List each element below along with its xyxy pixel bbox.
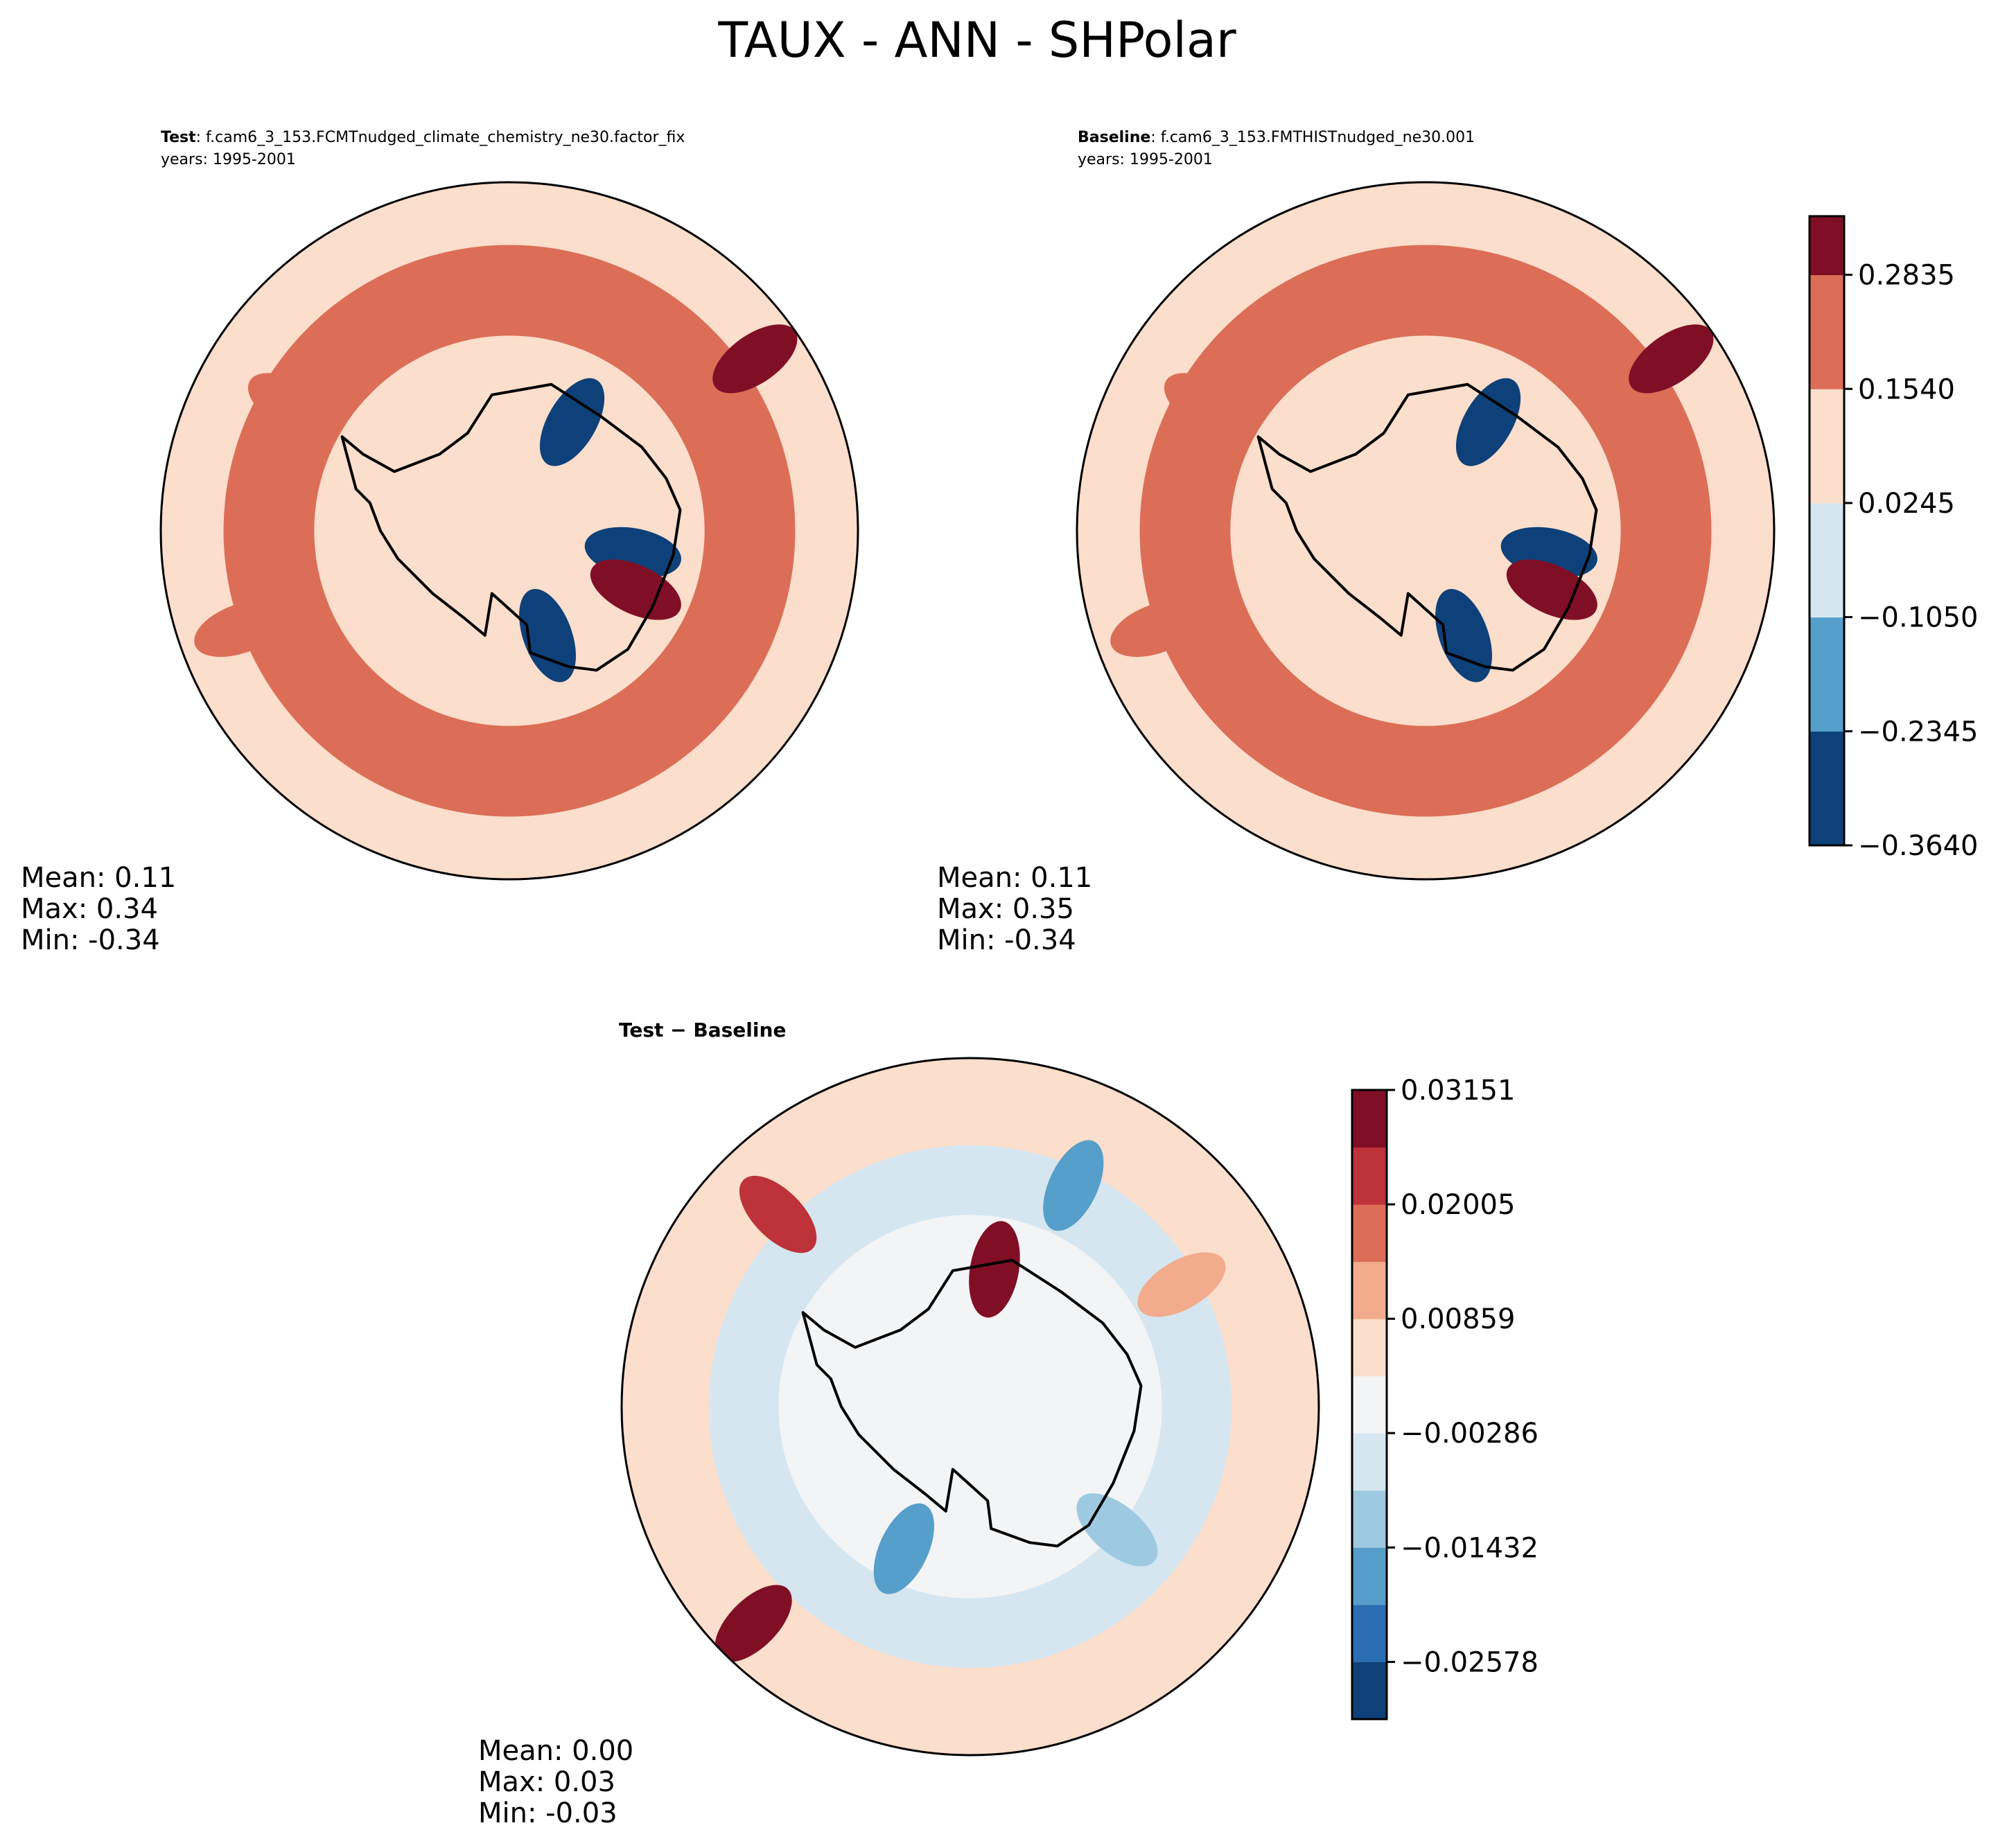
- map-baseline: [1076, 181, 1776, 881]
- map-border: [620, 1057, 1320, 1757]
- contour-max-6: [590, 559, 681, 620]
- stat-diff-min: Min: -0.03: [478, 1797, 617, 1829]
- colorbar-segment: [1809, 389, 1844, 504]
- colorbar-tick-label: −0.01432: [1401, 1532, 1539, 1564]
- stat-test-max: Max: 0.34: [21, 893, 158, 925]
- panel-diff: Test − Baseline Mean: 0.00 Max: 0.03 Min…: [478, 1019, 1539, 1829]
- stat-baseline-mean: Mean: 0.11: [937, 862, 1092, 894]
- colorbar-segment: [1352, 1433, 1387, 1491]
- colorbar-frame: [1808, 215, 1846, 847]
- colorbar-bottom: 0.03151 0.02005 0.00859 −0.00286 −0.01432 −0.…: [1351, 1075, 1539, 1721]
- colorbar-tick-label: −0.1050: [1858, 602, 1978, 634]
- colorbar-segment: [1809, 216, 1844, 276]
- figure-title: TAUX - ANN - SHPolar: [717, 12, 1236, 69]
- contour-min-4: [539, 378, 605, 466]
- contour-band-0: [401, 423, 617, 639]
- coastline-antarctica: [340, 382, 682, 672]
- panel-test-label-rest: : f.cam6_3_153.FCMTnudged_climate_chemis…: [196, 129, 685, 146]
- contour-max-2: [969, 1221, 1020, 1318]
- colorbar-segment: [1352, 1547, 1387, 1605]
- colorbar-segment: [1809, 617, 1844, 732]
- contour-max-1: [739, 1175, 817, 1253]
- colorbar-segment: [1809, 502, 1844, 618]
- contour-band-0: [778, 1215, 1162, 1599]
- contour-max-2: [194, 600, 288, 657]
- stat-diff-max: Max: 0.03: [478, 1766, 615, 1798]
- stat-test-mean: Mean: 0.11: [21, 862, 176, 894]
- map-diff: [620, 1057, 1320, 1757]
- map-test: [159, 181, 859, 881]
- colorbar-segment: [1352, 1604, 1387, 1662]
- panel-diff-label: Test − Baseline: [619, 1019, 786, 1041]
- panel-test: Test: f.cam6_3_153.FCMTnudged_climate_ch…: [21, 129, 859, 956]
- stat-baseline-min: Min: -0.34: [937, 924, 1076, 956]
- panel-test-label-bold: Test: [161, 129, 196, 146]
- colorbar-segment: [1352, 1147, 1387, 1205]
- colorbar-segment: [1352, 1204, 1387, 1262]
- map-border: [1076, 181, 1776, 881]
- colorbar-top: 0.2835 0.1540 0.0245 −0.1050 −0.2345 −0.3640: [1808, 215, 1978, 862]
- stat-baseline-max: Max: 0.35: [937, 893, 1074, 925]
- contour-max-6: [1506, 559, 1597, 620]
- panel-baseline-years: years: 1995-2001: [1078, 151, 1213, 168]
- contour-max-5: [1137, 1252, 1226, 1317]
- colorbar-frame: [1351, 1089, 1388, 1721]
- contour-band-0: [1317, 423, 1534, 639]
- panel-baseline-label-bold: Baseline: [1078, 129, 1150, 146]
- colorbar-segment: [1352, 1490, 1387, 1548]
- colorbar-tick-label: −0.2345: [1858, 716, 1978, 748]
- colorbar-segment: [1352, 1090, 1387, 1148]
- contour-max-1: [247, 373, 336, 438]
- contour-min-3: [873, 1503, 934, 1594]
- colorbar-segment: [1809, 731, 1844, 846]
- panel-test-years: years: 1995-2001: [161, 151, 296, 168]
- contour-min-4: [1043, 1140, 1104, 1231]
- colorbar-tick-label: 0.02005: [1401, 1189, 1515, 1221]
- contour-max-2: [1110, 600, 1204, 657]
- contour-max-0: [712, 324, 798, 394]
- colorbar-tick-label: 0.2835: [1858, 260, 1955, 292]
- colorbar-tick-label: −0.00286: [1401, 1418, 1539, 1450]
- colorbar-segment: [1809, 274, 1844, 389]
- colorbar-segment: [1352, 1662, 1387, 1720]
- stat-diff-mean: Mean: 0.00: [478, 1735, 633, 1767]
- contour-max-0: [715, 1585, 792, 1662]
- contour-min-3: [1435, 588, 1492, 683]
- colorbar-tick-label: 0.1540: [1858, 373, 1955, 405]
- coastline-antarctica: [1256, 382, 1598, 672]
- colorbar-tick-label: 0.03151: [1401, 1075, 1515, 1107]
- contour-min-4: [1455, 378, 1521, 466]
- panel-baseline: Baseline: f.cam6_3_153.FMTHISTnudged_ne3…: [937, 129, 1978, 956]
- colorbar-tick-label: 0.0245: [1858, 488, 1955, 520]
- colorbar-tick-label: 0.00859: [1401, 1303, 1515, 1335]
- contour-max-1: [1164, 373, 1252, 438]
- colorbar-segment: [1352, 1261, 1387, 1319]
- stat-test-min: Min: -0.34: [21, 924, 160, 956]
- colorbar-segment: [1352, 1375, 1387, 1434]
- map-border: [159, 181, 859, 881]
- panel-test-label: Test: f.cam6_3_153.FCMTnudged_climate_ch…: [161, 129, 685, 146]
- colorbar-segment: [1352, 1319, 1387, 1377]
- colorbar-tick-label: −0.02578: [1401, 1646, 1539, 1678]
- contour-min-3: [519, 588, 576, 683]
- colorbar-tick-label: −0.3640: [1858, 830, 1978, 862]
- panel-baseline-label-rest: : f.cam6_3_153.FMTHISTnudged_ne30.001: [1150, 129, 1475, 146]
- coastline-antarctica: [801, 1258, 1143, 1548]
- panel-baseline-label: Baseline: f.cam6_3_153.FMTHISTnudged_ne3…: [1078, 129, 1475, 146]
- contour-max-0: [1629, 324, 1714, 394]
